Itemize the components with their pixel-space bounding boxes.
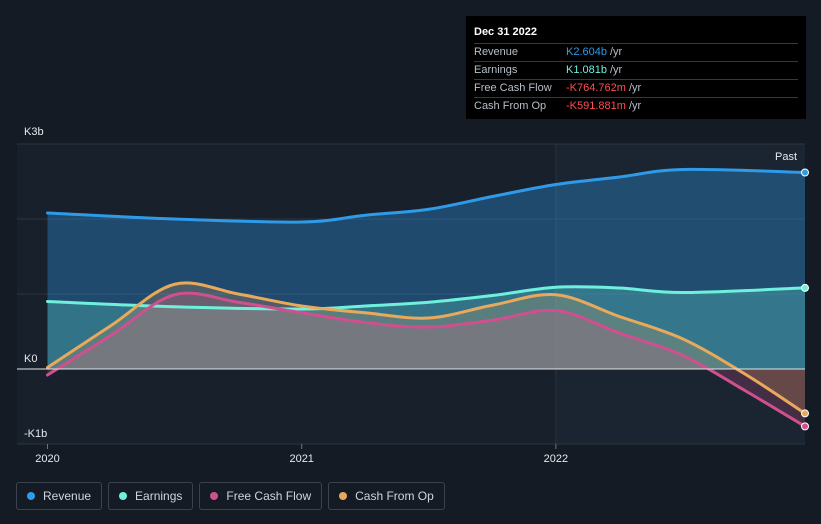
tooltip-unit: /yr (628, 100, 642, 112)
y-tick-label: K0 (24, 353, 37, 365)
legend-label: Cash From Op (355, 489, 434, 503)
legend-item-earnings[interactable]: Earnings (108, 482, 194, 510)
y-tick-label: K3b (24, 126, 44, 138)
free-cash-flow-dot-icon (210, 492, 219, 500)
legend-item-free-cash-flow[interactable]: Free Cash Flow (199, 482, 323, 510)
tooltip-unit: /yr (609, 64, 623, 76)
legend: Revenue Earnings Free Cash Flow Cash Fro… (16, 482, 445, 510)
y-tick-label: -K1b (24, 428, 47, 440)
earnings-dot-icon (119, 492, 128, 500)
series-endpoint (801, 422, 809, 431)
legend-label: Earnings (135, 489, 183, 503)
tooltip-label: Earnings (474, 64, 518, 76)
tooltip-label: Revenue (474, 46, 519, 58)
tooltip-unit: /yr (628, 82, 642, 94)
series-line-revenue (46, 167, 807, 224)
tooltip: Dec 31 2022 Revenue K2.604b /yr Earnings… (466, 16, 806, 119)
tooltip-value: K1.081b (566, 64, 607, 76)
legend-item-cash-from-op[interactable]: Cash From Op (328, 482, 445, 510)
tooltip-row-free-cash-flow: Free Cash Flow -K764.762m /yr (474, 79, 798, 97)
series-line-cash-from-op (46, 281, 807, 415)
tooltip-row-revenue: Revenue K2.604b /yr (474, 43, 798, 61)
series-area-revenue (47, 169, 805, 369)
series-endpoint (801, 168, 809, 177)
past-label: Past (775, 151, 797, 163)
tooltip-value: -K764.762m (566, 82, 626, 94)
tooltip-label: Cash From Op (474, 100, 547, 112)
tooltip-row-earnings: Earnings K1.081b /yr (474, 61, 798, 79)
tooltip-value: -K591.881m (566, 100, 626, 112)
cash-from-op-dot-icon (339, 492, 348, 500)
tooltip-date: Dec 31 2022 (474, 26, 537, 38)
legend-label: Revenue (43, 489, 92, 503)
x-tick-label: 2021 (289, 453, 313, 465)
series-line-free-cash-flow (46, 291, 807, 428)
series-line-earnings (46, 285, 807, 311)
x-tick-label: 2022 (544, 453, 568, 465)
legend-label: Free Cash Flow (226, 489, 312, 503)
series-endpoint (801, 283, 809, 292)
tooltip-value: K2.604b (566, 46, 607, 58)
series-endpoint (801, 409, 809, 418)
legend-item-revenue[interactable]: Revenue (16, 482, 103, 510)
tooltip-row-cash-from-op: Cash From Op -K591.881m /yr (474, 97, 798, 115)
tooltip-label: Free Cash Flow (474, 82, 552, 94)
x-tick-label: 2020 (35, 453, 59, 465)
series-area-free-cash-flow (47, 293, 805, 427)
revenue-dot-icon (27, 492, 35, 500)
tooltip-unit: /yr (609, 46, 623, 58)
